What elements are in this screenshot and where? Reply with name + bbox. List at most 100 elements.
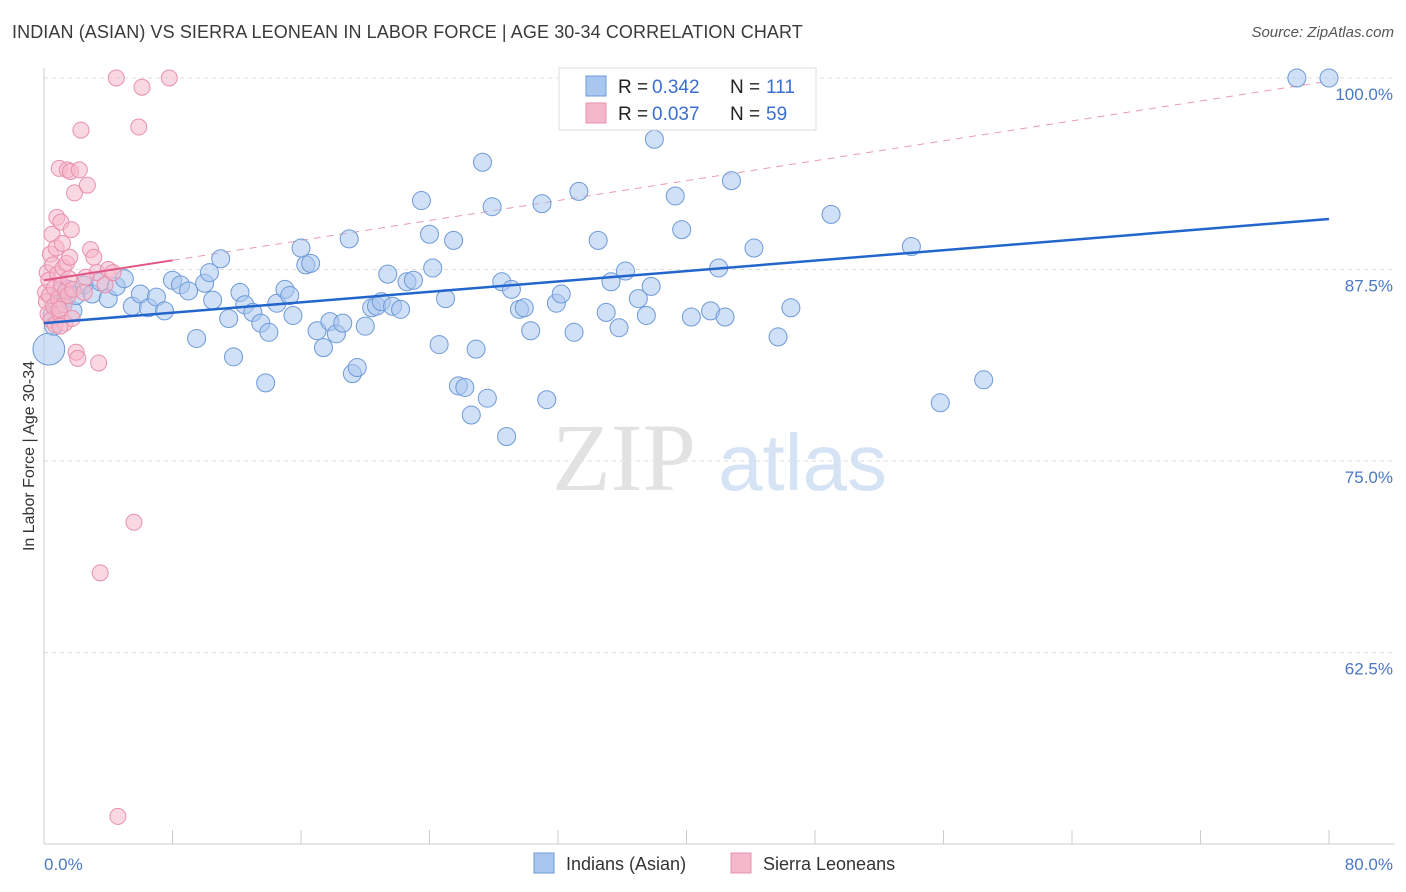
bottom-legend: Indians (Asian) Sierra Leoneans	[533, 852, 895, 874]
indian-asian-point	[672, 220, 692, 240]
sierra-leonean-point	[63, 310, 81, 328]
x-tick-label-max: 80.0%	[1345, 855, 1393, 874]
indian-asian-point	[313, 338, 333, 358]
indian-asian-point	[532, 194, 552, 214]
x-tick-label-min: 0.0%	[44, 855, 83, 874]
indian-asian-point	[256, 373, 276, 393]
y-tick-label: 62.5%	[1345, 660, 1393, 679]
sierra-leonean-point	[78, 176, 96, 194]
indian-asian-point	[681, 307, 701, 327]
indian-asian-point	[307, 321, 327, 341]
indian-asian-point	[628, 289, 648, 309]
sierra-leonean-point	[53, 234, 71, 252]
chart-title: INDIAN (ASIAN) VS SIERRA LEONEAN IN LABO…	[12, 22, 803, 42]
indian-asian-point	[641, 276, 661, 296]
indian-asian-point	[347, 358, 367, 378]
sierra-leonean-point	[66, 184, 84, 202]
indian-asian-point	[199, 263, 219, 283]
legend-r-label-2: R =	[618, 104, 648, 125]
indian-asian-point	[768, 327, 788, 347]
sierra-leonean-point	[50, 300, 68, 318]
indian-asian-point	[283, 305, 303, 325]
indian-asian-point	[1287, 68, 1307, 88]
indian-asian-trend-line	[43, 217, 1330, 325]
indian-asian-point	[721, 171, 741, 191]
indian-asian-point	[501, 279, 521, 299]
bottom-legend-sierra: Sierra Leoneans	[763, 854, 895, 874]
bottom-legend-swatch-blue	[533, 852, 555, 874]
indian-asian-point	[301, 253, 321, 273]
indian-asian-point	[930, 393, 950, 413]
sierra-leonean-point	[160, 69, 178, 87]
indian-asian-point	[211, 249, 231, 269]
indian-asian-point	[203, 290, 223, 310]
indian-asian-point	[355, 316, 375, 336]
indian-asian-point	[744, 238, 764, 258]
indian-asian-point	[420, 224, 439, 244]
sierra-leonean-point	[75, 283, 93, 301]
indian-asian-point	[514, 298, 534, 318]
legend-n-label-1: N =	[730, 77, 760, 98]
sierra-leonean-point	[69, 349, 87, 367]
sierra-leonean-point	[61, 248, 79, 266]
bottom-legend-swatch-pink	[730, 852, 752, 874]
axes	[43, 68, 1395, 845]
indian-asian-point	[461, 405, 481, 425]
indian-asian-point	[179, 281, 199, 301]
indian-asian-point	[219, 309, 239, 329]
indian-asian-point	[781, 298, 801, 318]
x-tick-marks	[43, 830, 1330, 844]
indian-asian-point	[333, 313, 353, 333]
indian-asian-point	[564, 322, 584, 342]
indian-asian-point	[665, 186, 685, 206]
indian-asian-point	[609, 318, 629, 338]
legend-swatch-pink	[585, 102, 607, 124]
y-tick-label: 87.5%	[1345, 277, 1393, 296]
indian-asian-point	[444, 230, 464, 250]
indian-asian-point	[551, 284, 571, 304]
indian-asian-point	[644, 129, 664, 149]
trend-lines	[43, 217, 1330, 325]
sierra-leonean-point	[90, 354, 108, 372]
indian-asian-point	[187, 328, 207, 348]
indian-asian-point	[974, 370, 994, 390]
sierra-leonean-point	[109, 807, 127, 825]
sierra-leonean-trend-dashed	[43, 80, 1330, 281]
sierra-leonean-point	[104, 264, 122, 282]
indian-asian-point	[291, 238, 311, 258]
indian-asian-point	[455, 377, 475, 397]
indian-asian-point	[715, 307, 735, 327]
indian-asian-point	[32, 332, 66, 366]
sierra-leonean-point	[130, 118, 148, 136]
sierra-leonean-trend-line	[43, 259, 173, 282]
y-tick-label: 75.0%	[1345, 468, 1393, 487]
indian-asian-point	[154, 301, 174, 321]
indian-asian-point	[339, 229, 359, 249]
indian-asian-point	[477, 388, 497, 408]
legend-r-value-2: 0.037	[652, 104, 700, 125]
sierra-leonean-point	[133, 78, 151, 96]
gridlines	[44, 77, 1395, 653]
legend-n-value-2: 59	[766, 104, 787, 125]
indian-asian-point	[411, 191, 431, 211]
sierra-leonean-point	[91, 564, 109, 582]
indian-asian-point	[1319, 68, 1339, 88]
indian-asian-point	[901, 237, 921, 257]
sierra-leonean-point	[85, 248, 103, 266]
sierra-leonean-points	[37, 69, 178, 825]
indian-asian-point	[403, 270, 423, 290]
source-note: Source: ZipAtlas.com	[1251, 24, 1394, 41]
legend-r-value-1: 0.342	[652, 77, 700, 98]
y-tick-labels: 62.5% 75.0% 87.5% 100.0%	[1335, 85, 1393, 679]
indian-asian-point	[636, 305, 656, 325]
y-tick-label: 100.0%	[1335, 85, 1393, 104]
legend-n-label-2: N =	[730, 104, 760, 125]
indian-asian-point	[224, 347, 244, 367]
indian-asian-point	[378, 264, 398, 284]
indian-asian-point	[466, 339, 486, 359]
indian-asian-point	[482, 197, 502, 217]
indian-asian-point	[821, 204, 841, 224]
indian-asian-point	[596, 302, 616, 322]
sierra-leonean-point	[62, 221, 80, 239]
